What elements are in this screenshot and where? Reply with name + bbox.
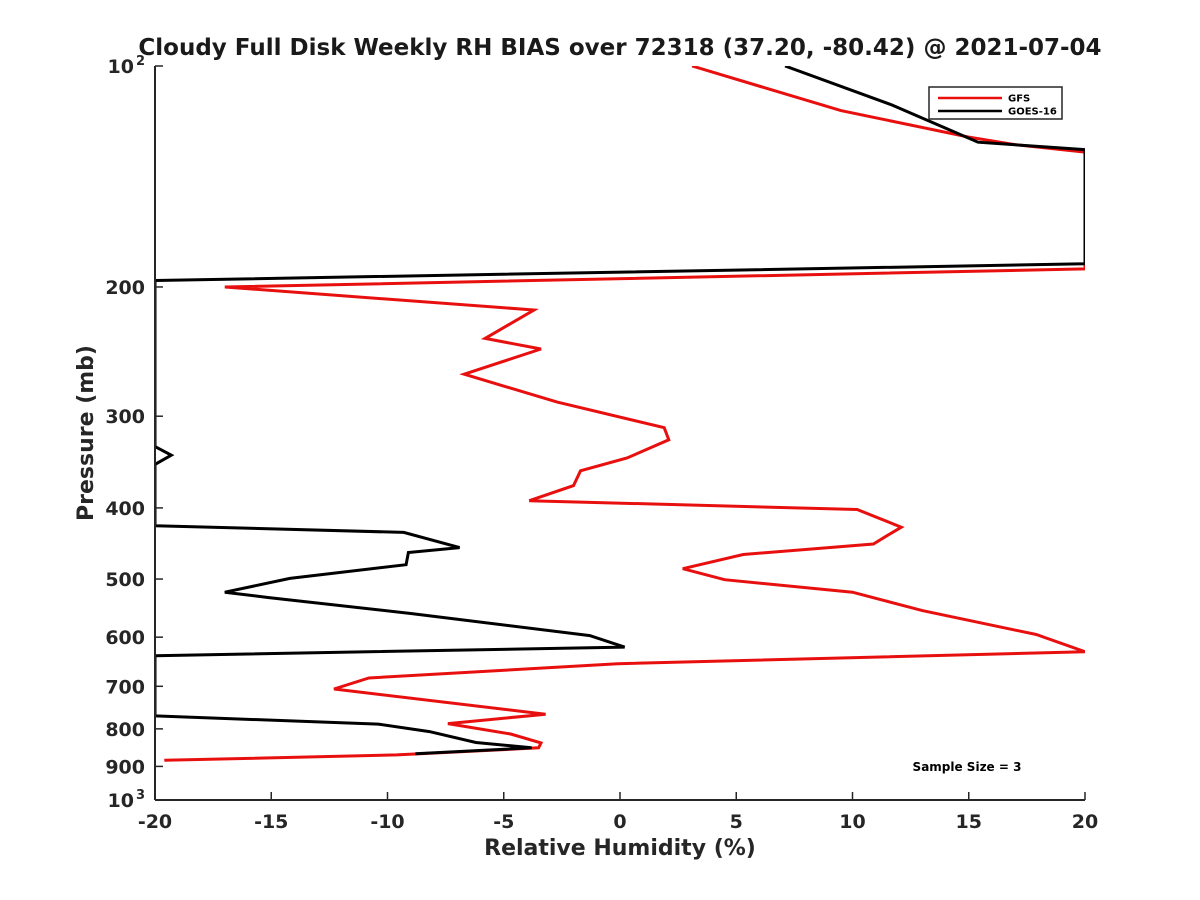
- y-tick-label: 600: [105, 627, 145, 649]
- series-line-gfs: [164, 66, 1085, 762]
- y-tick-exponent: 2: [136, 54, 145, 69]
- x-tick-label: 10: [839, 811, 865, 833]
- y-tick-label: 200: [105, 277, 145, 299]
- x-tick-label: -15: [254, 811, 288, 833]
- x-tick-label: -20: [138, 811, 172, 833]
- y-tick-label: 700: [105, 676, 145, 698]
- plot-area: [155, 66, 1085, 762]
- y-tick-label: 900: [105, 756, 145, 778]
- x-tick-label: 15: [956, 811, 982, 833]
- chart-title: Cloudy Full Disk Weekly RH BIAS over 723…: [138, 35, 1101, 61]
- x-tick-label: 0: [613, 811, 626, 833]
- x-tick-label: -5: [493, 811, 514, 833]
- y-tick-label: 300: [105, 406, 145, 428]
- legend-box: [928, 86, 1063, 120]
- legend-label: GFS: [1008, 94, 1030, 105]
- legend-label: GOES-16: [1008, 107, 1057, 118]
- x-axis-label: Relative Humidity (%): [484, 836, 756, 861]
- x-tick-label: 20: [1072, 811, 1098, 833]
- x-axis: -20 -15 -10 -5 0 5 10 15 20: [138, 792, 1098, 833]
- x-tick-label: 5: [730, 811, 743, 833]
- y-axis-label: Pressure (mb): [74, 345, 99, 521]
- y-tick-label: 400: [105, 498, 145, 520]
- y-tick-label: 10: [108, 790, 134, 812]
- y-tick-label: 10: [108, 56, 134, 78]
- legend: GFS GOES-16: [928, 86, 1063, 120]
- x-tick-label: -10: [370, 811, 404, 833]
- y-tick-label: 500: [105, 569, 145, 591]
- sample-size-annotation: Sample Size = 3: [913, 760, 1022, 774]
- y-tick-exponent: 3: [136, 788, 145, 803]
- y-tick-label: 800: [105, 719, 145, 741]
- series-line-goes-16: [155, 66, 1085, 756]
